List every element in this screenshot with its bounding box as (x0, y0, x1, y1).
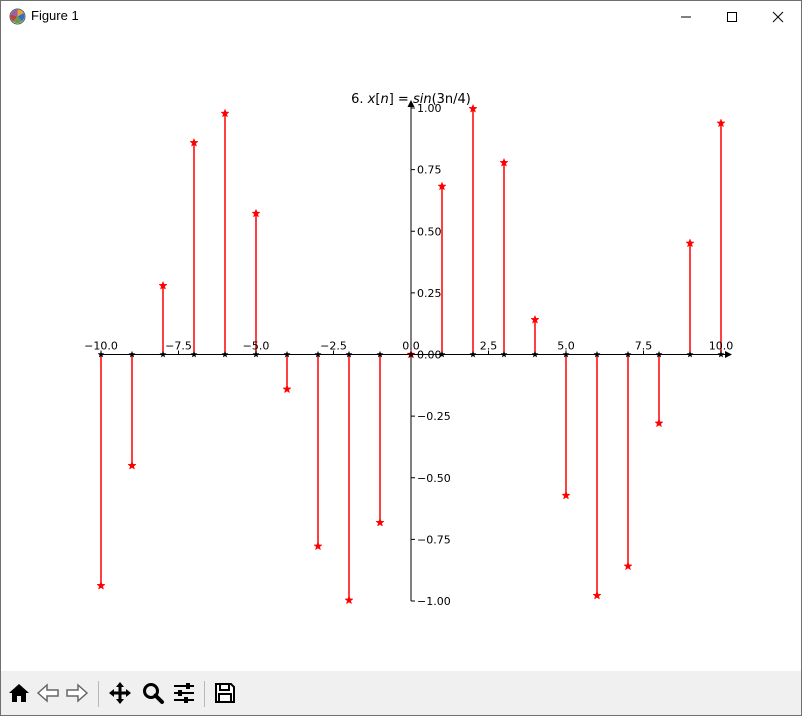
baseline-marker (221, 350, 229, 358)
baseline-marker (190, 350, 198, 358)
back-button[interactable] (35, 680, 61, 706)
stem-marker (499, 157, 509, 167)
stem-marker (561, 490, 571, 500)
x-tick-label: 2.5 (480, 340, 498, 353)
x-tick-label: −7.5 (165, 340, 192, 353)
x-tick-label: 5.0 (557, 340, 575, 353)
x-tick-label: −2.5 (320, 340, 347, 353)
baseline-marker (531, 350, 539, 358)
baseline-marker (407, 350, 415, 358)
stem-marker (623, 561, 633, 571)
stem-marker (530, 314, 540, 324)
maximize-icon (727, 11, 737, 22)
baseline-marker (655, 350, 663, 358)
minimize-icon (681, 16, 691, 17)
y-axis-arrow (407, 100, 415, 107)
stem-lines (100, 108, 722, 601)
baseline-marker (314, 350, 322, 358)
toolbar-separator (204, 681, 205, 707)
baseline-marker (717, 350, 725, 358)
baseline-marker (469, 350, 477, 358)
y-tick-label: −1.00 (417, 595, 451, 608)
stem-marker (220, 108, 230, 118)
forward-button[interactable] (64, 680, 90, 706)
stem-marker (189, 137, 199, 147)
floppy-disk-icon (215, 683, 235, 703)
y-tick-label: 0.75 (417, 164, 442, 177)
x-tick-label: 7.5 (635, 340, 653, 353)
close-icon (772, 11, 784, 22)
pan-button[interactable] (107, 680, 133, 706)
y-tick-label: 0.50 (417, 225, 442, 238)
title-bar[interactable]: Figure 1 (1, 1, 801, 32)
x-tick-label: −10.0 (84, 340, 118, 353)
stem-marker (344, 595, 354, 605)
y-tick-label: −0.75 (417, 533, 451, 546)
home-button[interactable] (6, 680, 32, 706)
y-tick-label: 1.00 (417, 102, 442, 115)
baseline-marker (376, 350, 384, 358)
x-tick-label: 0.0 (402, 340, 420, 353)
stem-marker (282, 384, 292, 394)
window-title: Figure 1 (31, 8, 79, 23)
stem-marker (375, 517, 385, 527)
stem-marker (251, 208, 261, 218)
matplotlib-figure-icon (9, 8, 26, 25)
baseline-marker (283, 350, 291, 358)
stem-marker (592, 590, 602, 600)
y-tick-label: 0.00 (417, 349, 442, 362)
y-tick-label: 0.25 (417, 287, 442, 300)
baseline-marker (345, 350, 353, 358)
stem-marker (654, 418, 664, 428)
baseline-marker (159, 350, 167, 358)
y-tick-label: −0.50 (417, 472, 451, 485)
save-button[interactable] (212, 680, 238, 706)
stem-marker (127, 460, 137, 470)
stem-marker (716, 118, 726, 128)
baseline-marker (593, 350, 601, 358)
baseline-marker (252, 350, 260, 358)
baseline-marker (97, 350, 105, 358)
stem-markers (96, 103, 726, 605)
chart-title: 6. x[n] = sin(3n/4) (351, 92, 471, 107)
x-tick-label: −5.0 (243, 340, 270, 353)
plot-canvas[interactable]: 6. x[n] = sin(3n/4) −10.0 −7.5 −5.0 −2.5 0.0… (1, 32, 801, 671)
stem-marker (313, 541, 323, 551)
baseline-marker (438, 350, 446, 358)
sliders-icon (174, 683, 194, 703)
stem-marker (468, 103, 478, 113)
stem-chart: 6. x[n] = sin(3n/4) −10.0 −7.5 −5.0 −2.5 0.0… (84, 92, 734, 608)
arrow-right-icon (66, 683, 89, 703)
maximize-button[interactable] (709, 1, 755, 32)
arrow-left-icon (36, 683, 59, 703)
toolbar-separator (98, 681, 99, 707)
stem-marker (685, 238, 695, 248)
stem-marker (437, 181, 447, 191)
navigation-toolbar (1, 671, 801, 715)
baseline-marker (500, 350, 508, 358)
zoom-button[interactable] (140, 680, 166, 706)
move-icon (109, 682, 131, 704)
home-icon (9, 684, 29, 702)
baseline-marker (686, 350, 694, 358)
minimize-button[interactable] (663, 1, 709, 32)
x-axis-arrow (725, 351, 732, 358)
close-button[interactable] (755, 1, 801, 32)
baseline-marker (128, 350, 136, 358)
configure-subplots-button[interactable] (171, 680, 197, 706)
baseline-marker (624, 350, 632, 358)
y-tick-label: −0.25 (417, 410, 451, 423)
stem-marker (96, 580, 106, 590)
x-tick-label: 10.0 (709, 340, 734, 353)
magnifier-icon (143, 683, 164, 704)
baseline-marker (562, 350, 570, 358)
stem-marker (158, 280, 168, 290)
